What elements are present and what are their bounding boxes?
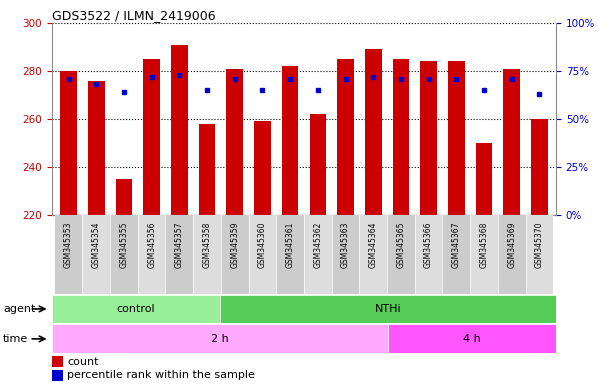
Text: GSM345363: GSM345363 (341, 221, 350, 268)
Bar (166, 215, 193, 294)
Bar (82, 215, 110, 294)
Bar (365, 50, 381, 215)
Bar (387, 215, 415, 294)
Bar (276, 215, 304, 294)
Text: control: control (117, 304, 155, 314)
Bar (55, 215, 82, 294)
Bar (254, 121, 271, 215)
Bar (476, 143, 492, 215)
Text: 2 h: 2 h (211, 334, 229, 344)
Bar (415, 215, 442, 294)
Text: GDS3522 / ILMN_2419006: GDS3522 / ILMN_2419006 (52, 9, 216, 22)
Text: 4 h: 4 h (463, 334, 481, 344)
Bar (442, 215, 470, 294)
Bar (470, 215, 498, 294)
Text: GSM345365: GSM345365 (397, 221, 406, 268)
Bar (110, 215, 138, 294)
Bar (448, 61, 464, 215)
Text: GSM345355: GSM345355 (119, 221, 128, 268)
Bar (115, 179, 132, 215)
Text: agent: agent (3, 304, 35, 314)
Bar (525, 215, 553, 294)
Bar (498, 215, 525, 294)
Text: GSM345367: GSM345367 (452, 221, 461, 268)
Bar (282, 66, 298, 215)
Bar (138, 215, 166, 294)
Text: GSM345360: GSM345360 (258, 221, 267, 268)
Bar (332, 215, 359, 294)
Bar (199, 124, 215, 215)
Text: NTHi: NTHi (375, 304, 401, 314)
Text: GSM345364: GSM345364 (368, 221, 378, 268)
Bar (249, 215, 276, 294)
Text: GSM345362: GSM345362 (313, 221, 323, 268)
Bar (171, 45, 188, 215)
Text: GSM345366: GSM345366 (424, 221, 433, 268)
Text: GSM345361: GSM345361 (285, 221, 295, 268)
Text: time: time (3, 334, 28, 344)
Bar (531, 119, 547, 215)
Bar (52, 356, 63, 367)
Text: GSM345353: GSM345353 (64, 221, 73, 268)
Text: GSM345354: GSM345354 (92, 221, 101, 268)
Text: GSM345356: GSM345356 (147, 221, 156, 268)
Bar (337, 59, 354, 215)
Bar (227, 69, 243, 215)
Bar (393, 59, 409, 215)
Text: GSM345357: GSM345357 (175, 221, 184, 268)
Bar (221, 215, 249, 294)
Text: GSM345359: GSM345359 (230, 221, 240, 268)
Text: GSM345370: GSM345370 (535, 221, 544, 268)
Text: GSM345369: GSM345369 (507, 221, 516, 268)
Bar (310, 114, 326, 215)
Text: GSM345358: GSM345358 (202, 221, 211, 268)
Bar (52, 370, 63, 381)
Text: GSM345368: GSM345368 (480, 221, 489, 268)
Bar (304, 215, 332, 294)
Bar (193, 215, 221, 294)
Bar (52, 324, 388, 353)
Bar (144, 59, 160, 215)
Bar (388, 324, 556, 353)
Bar (220, 295, 556, 323)
Bar (88, 81, 104, 215)
Bar (52, 295, 220, 323)
Bar (359, 215, 387, 294)
Bar (503, 69, 520, 215)
Text: count: count (67, 357, 99, 367)
Bar (60, 71, 77, 215)
Text: percentile rank within the sample: percentile rank within the sample (67, 371, 255, 381)
Bar (420, 61, 437, 215)
